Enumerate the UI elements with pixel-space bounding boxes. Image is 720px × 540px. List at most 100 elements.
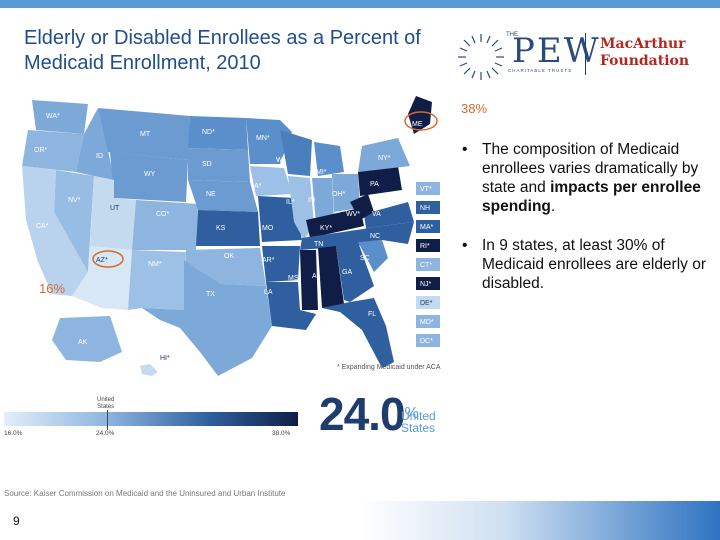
legend-us-marker [107, 410, 108, 430]
bullet-1-bold: impacts per enrollee spending [482, 179, 701, 215]
state-az [72, 246, 132, 310]
label-ak: AK [78, 339, 88, 346]
us-average-value: 24.0% [319, 388, 419, 440]
pew-the-text: THE [506, 32, 518, 38]
state-wi [280, 130, 312, 176]
bullet-2-text: In 9 states, at least 30% of Medicaid en… [482, 237, 707, 292]
state-al [318, 246, 344, 308]
label-me: ME [412, 121, 423, 128]
slide-title: Elderly or Disabled Enrollees as a Perce… [24, 27, 421, 74]
label-wi: WI [276, 157, 285, 164]
state-va [364, 202, 414, 228]
label-ga: GA [342, 269, 352, 276]
state-sd [188, 148, 250, 182]
label-ok: OK [224, 253, 234, 260]
label-ks: KS [216, 225, 226, 232]
label-ut: UT [110, 205, 120, 212]
map-footnote: * Expanding Medicaid under ACA [337, 364, 441, 371]
label-sd: SD [202, 161, 212, 168]
macarthur-line1: MacArthur [600, 36, 686, 52]
label-id: ID [96, 153, 103, 160]
box-nh [416, 201, 440, 214]
state-ia [250, 166, 292, 196]
legend-us-label: United States [97, 397, 114, 411]
us-average-line2: States [401, 421, 436, 435]
legend-color-scale [4, 412, 298, 426]
legend-min-label: 16.0% [4, 430, 23, 437]
state-co [132, 200, 198, 250]
legend-gradient-rect [4, 412, 298, 426]
state-ks [196, 210, 260, 246]
bullet-marker: • [462, 141, 468, 158]
us-average-number: 24.0 [319, 388, 406, 440]
state-hi [140, 364, 158, 376]
label-nd: ND* [202, 129, 215, 136]
state-tx [142, 260, 272, 376]
label-ct: CT* [420, 262, 432, 269]
pew-wordmark: PEW [512, 31, 601, 71]
label-al: AL [312, 273, 321, 280]
legend-us-line2: States [97, 404, 115, 410]
state-ne [188, 180, 258, 212]
pew-sunburst-icon [458, 34, 504, 80]
box-de [416, 296, 440, 309]
state-mi [314, 142, 344, 176]
label-tx: TX [206, 291, 215, 298]
bottom-band [0, 501, 720, 540]
state-or [22, 130, 84, 172]
state-pa [358, 166, 402, 196]
state-wy [110, 152, 188, 202]
maine-highlight-circle [404, 111, 438, 131]
bullet-item: • The composition of Medicaid enrollees … [458, 140, 708, 216]
box-vt [416, 182, 440, 195]
page-number: 9 [13, 514, 20, 528]
arizona-highlight-circle [92, 250, 124, 268]
label-mi: MI* [316, 169, 327, 176]
label-mt: MT [140, 131, 151, 138]
state-ar [262, 246, 300, 282]
state-mn [246, 118, 292, 164]
bullet-1-text: The composition of Medicaid enrollees va… [482, 141, 699, 196]
macarthur-logo: MacArthur Foundation [600, 36, 689, 70]
maine-callout-value: 38% [461, 101, 488, 116]
state-ny [358, 138, 410, 172]
label-wv: WV* [346, 211, 360, 218]
state-nv [54, 170, 94, 272]
label-in: IN [308, 197, 315, 204]
label-il: IL* [286, 199, 295, 206]
box-dc [416, 334, 440, 347]
label-ky: KY* [320, 225, 332, 232]
state-la [266, 282, 316, 330]
legend-mid-label: 24.0% [96, 430, 115, 437]
label-la: LA [264, 289, 273, 296]
label-co: CO* [156, 211, 170, 218]
state-nd [188, 116, 248, 150]
state-wa [32, 100, 88, 134]
state-ut [90, 176, 136, 250]
label-nj: NJ* [420, 281, 432, 288]
label-tn: TN [314, 241, 323, 248]
state-mo [258, 196, 302, 242]
state-mt [98, 108, 190, 160]
label-nv: NV* [68, 197, 81, 204]
label-wy: WY [144, 171, 156, 178]
state-ga [336, 242, 374, 302]
label-wa: WA* [46, 113, 60, 120]
legend-us-line1: United [97, 397, 115, 403]
box-nj [416, 277, 440, 290]
us-average-line1: United [401, 409, 436, 423]
label-ar: AR* [262, 257, 275, 264]
us-average-label: United States [401, 410, 436, 434]
state-ky [306, 208, 364, 238]
label-va: VA [372, 211, 381, 218]
logo-divider [585, 33, 586, 75]
state-nm [128, 250, 186, 310]
state-sc [358, 240, 388, 272]
label-nh: NH [420, 205, 430, 212]
label-hi: HI* [160, 355, 170, 362]
state-ca [22, 166, 88, 296]
state-in [312, 178, 334, 224]
bullet-item: • In 9 states, at least 30% of Medicaid … [458, 236, 708, 293]
source-note: Source: Kaiser Commission on Medicaid an… [4, 489, 286, 498]
label-fl: FL [368, 311, 376, 318]
